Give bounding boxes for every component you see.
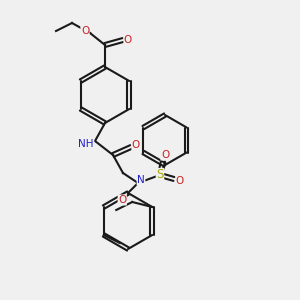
Text: O: O <box>81 26 89 36</box>
Text: S: S <box>156 169 164 182</box>
Text: O: O <box>118 195 126 205</box>
Text: O: O <box>161 150 169 160</box>
Text: N: N <box>137 175 145 185</box>
Text: O: O <box>176 176 184 186</box>
Text: O: O <box>132 140 140 150</box>
Text: O: O <box>124 35 132 45</box>
Text: NH: NH <box>78 139 94 149</box>
